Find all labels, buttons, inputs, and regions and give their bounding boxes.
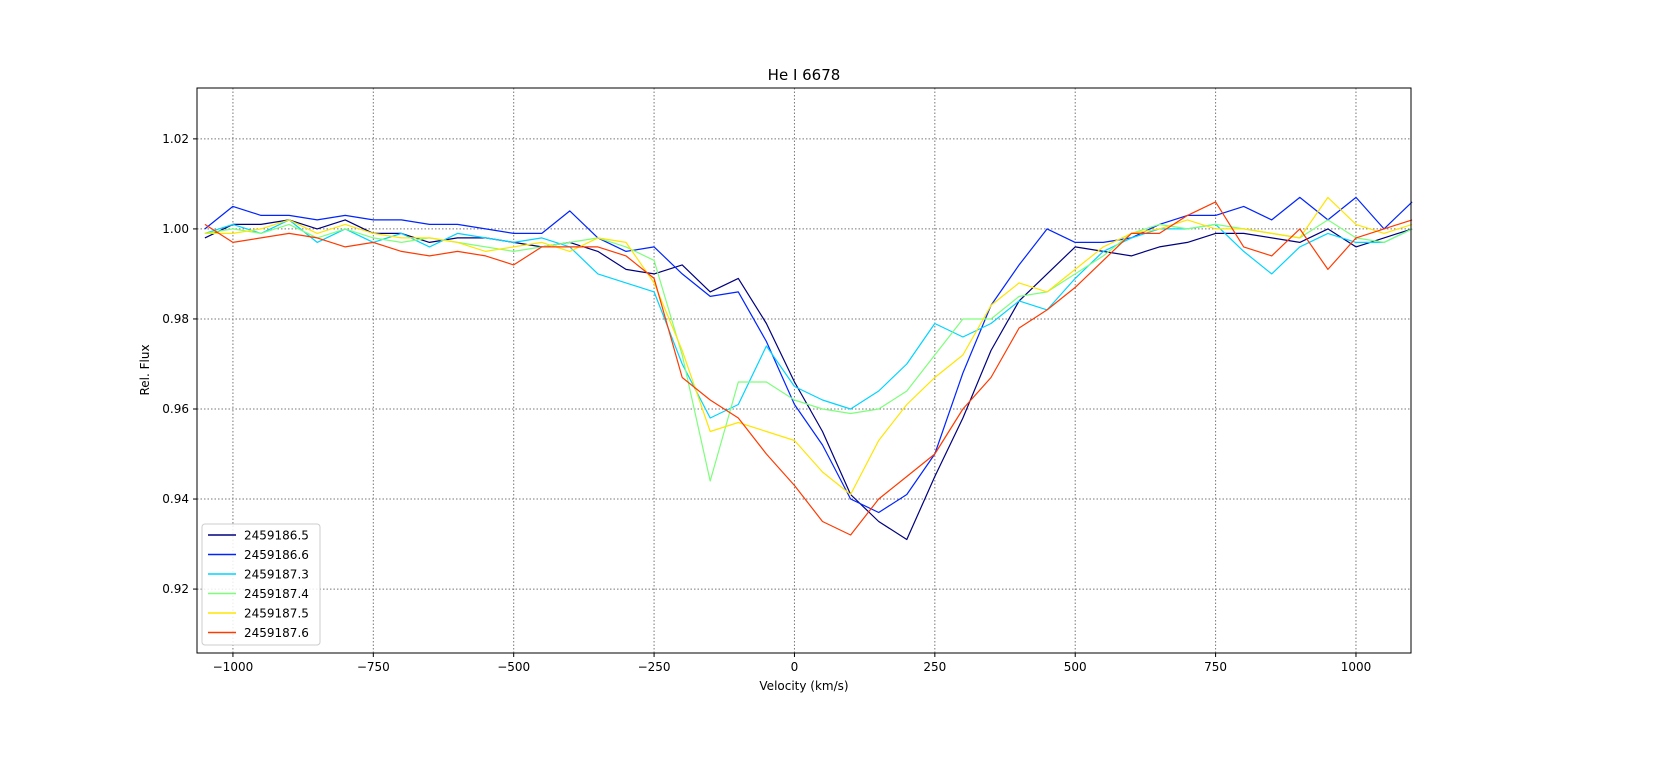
y-axis-label: Rel. Flux	[138, 344, 152, 395]
legend-label: 2459187.6	[244, 626, 309, 640]
y-tick-label: 0.92	[162, 582, 189, 596]
x-tick-label: −500	[497, 660, 530, 674]
legend-label: 2459187.3	[244, 568, 309, 582]
x-tick-label: −1000	[213, 660, 254, 674]
x-tick-label: 0	[791, 660, 799, 674]
x-tick-label: 500	[1064, 660, 1087, 674]
y-tick-label: 0.98	[162, 312, 189, 326]
chart-title: He I 6678	[768, 66, 841, 84]
series-lines	[204, 196, 1413, 541]
series-line-2459187.4	[204, 219, 1413, 482]
series-line-2459187.3	[204, 219, 1413, 419]
legend-label: 2459187.5	[244, 607, 309, 621]
series-line-2459186.5	[204, 219, 1413, 541]
x-tick-label: −250	[638, 660, 671, 674]
series-line-2459187.6	[204, 201, 1413, 536]
y-tick-label: 1.02	[162, 132, 189, 146]
x-tick-label: 1000	[1341, 660, 1372, 674]
legend-label: 2459186.5	[244, 529, 309, 543]
x-axis-label: Velocity (km/s)	[759, 679, 848, 693]
legend-label: 2459187.4	[244, 587, 309, 601]
x-tick-label: 250	[923, 660, 946, 674]
y-tick-label: 0.96	[162, 402, 189, 416]
legend: 2459186.5 2459186.6 2459187.3 2459187.4 2459…	[201, 523, 321, 646]
plot-frame	[196, 87, 1412, 654]
legend-label: 2459186.6	[244, 548, 309, 562]
y-tick-label: 0.94	[162, 492, 189, 506]
ticks: −1000 −750 −500 −250 0 250 500 750 1000 0.92 0.94 0…	[162, 132, 1371, 674]
y-tick-label: 1.00	[162, 222, 189, 236]
grid	[197, 88, 1411, 653]
x-tick-label: −750	[357, 660, 390, 674]
x-tick-label: 750	[1204, 660, 1227, 674]
series-line-2459186.6	[204, 196, 1413, 514]
series-line-2459187.5	[204, 196, 1413, 496]
